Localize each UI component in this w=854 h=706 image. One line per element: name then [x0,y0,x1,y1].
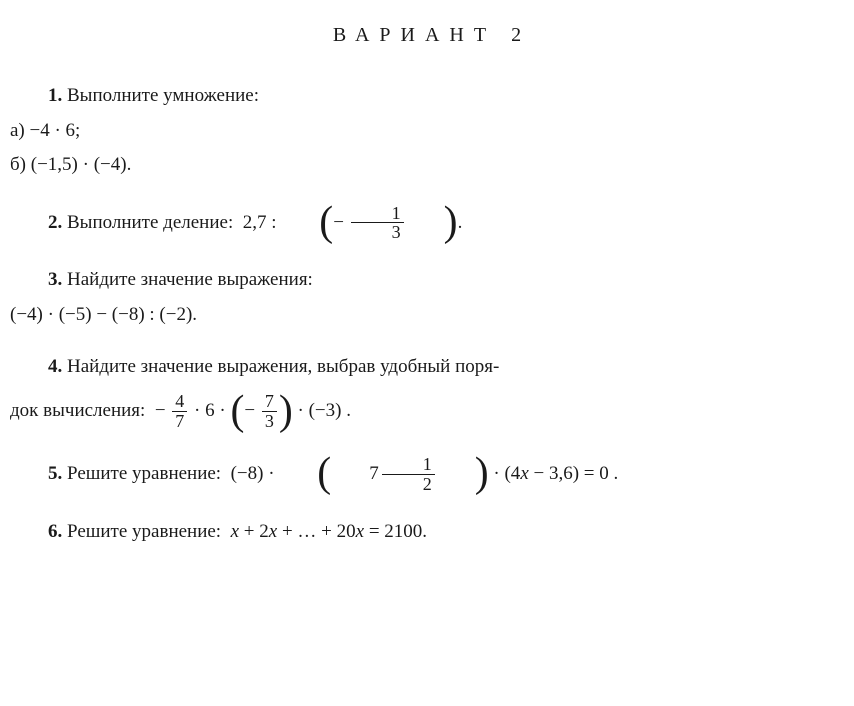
problem-6: 6. Решите уравнение: x + 2x + … + 20x = … [10,518,844,547]
problem-6-number: 6. [48,521,62,542]
p6-p1: + 2 [239,521,269,542]
lparen-icon: ( [230,395,244,428]
p4-t3: − [244,400,255,421]
var-x-2: x [269,521,277,542]
fraction-7-3: 7 3 [262,392,277,431]
fraction-den: 2 [382,474,435,494]
rparen-icon: ) [437,457,489,490]
problem-1-text: Выполните умножение: [67,85,259,106]
variant-title: ВАРИАНТ 2 [10,20,844,50]
rparen-icon: ) [279,395,293,428]
mixed-frac: 1 2 [382,455,435,494]
p5-lead: (−8) · [231,463,275,484]
problem-3-number: 3. [48,269,62,290]
problem-2-lead: 2,7 : [243,211,277,232]
lparen-icon: ( [281,206,333,239]
problem-2-tail: . [458,211,463,232]
rparen-icon: ) [406,206,458,239]
mixed-7-1-2: 7 1 2 [331,455,437,494]
problem-1-b-label: б) [10,154,26,175]
lparen-icon: ( [279,457,331,490]
var-x: x [520,463,528,484]
problem-3-expr: (−4) · (−5) − (−8) : (−2). [10,301,844,330]
problem-1-a-label: а) [10,120,25,141]
fraction-den: 3 [262,411,277,431]
p5-tail-b: − 3,6) = 0 . [529,463,619,484]
problem-3-prompt: 3. Найдите значение выражения: [10,266,844,295]
problem-2: 2. Выполните деление: 2,7 : (− 1 3 ). [10,204,844,243]
problem-4-line2: док вычисления: − 4 7 · 6 · (− 7 3 ) · (… [10,392,844,431]
problem-3-text: Найдите значение выражения: [67,269,313,290]
problem-1-a-expr: −4 · 6; [30,120,81,141]
problem-2-text: Выполните деление: [67,211,233,232]
fraction-num: 4 [172,392,187,411]
problem-3: 3. Найдите значение выражения: (−4) · (−… [10,266,844,329]
problem-4-cont: док вычисления: [10,400,145,421]
problem-2-number: 2. [48,211,62,232]
fraction-num: 1 [382,455,435,474]
problem-1-number: 1. [48,85,62,106]
fraction-1-3: 1 3 [351,204,404,243]
fraction-den: 7 [172,411,187,431]
p6-eq: = 2100. [364,521,427,542]
problem-5-text: Решите уравнение: [67,463,221,484]
fraction-den: 3 [351,222,404,242]
p5-tail-a: · (4 [493,463,520,484]
problem-1-b: б) (−1,5) · (−4). [10,151,844,180]
problem-5-number: 5. [48,463,62,484]
problem-1: 1. Выполните умножение: а) −4 · 6; б) (−… [10,82,844,180]
problem-1-b-expr: (−1,5) · (−4). [31,154,132,175]
mixed-whole: 7 [331,460,379,489]
problem-4-number: 4. [48,356,62,377]
problem-4-line1: 4. Найдите значение выражения, выбрав уд… [10,353,844,382]
p6-p2: + … + 20 [277,521,355,542]
problem-4: 4. Найдите значение выражения, выбрав уд… [10,353,844,430]
fraction-num: 1 [351,204,404,223]
var-x-3: x [356,521,364,542]
problem-1-a: а) −4 · 6; [10,117,844,146]
problem-2-minus: − [333,211,344,232]
p4-t4: · (−3) . [298,400,351,421]
var-x-1: x [231,521,239,542]
problem-6-text: Решите уравнение: [67,521,221,542]
problem-1-prompt: 1. Выполните умножение: [10,82,844,111]
fraction-4-7: 4 7 [172,392,187,431]
fraction-num: 7 [262,392,277,411]
problem-4-text: Найдите значение выражения, выбрав удобн… [67,356,499,377]
problem-5: 5. Решите уравнение: (−8) · ( 7 1 2 ) · … [10,455,844,494]
p4-t2: · 6 · [194,400,226,421]
p4-t1: − [155,400,166,421]
